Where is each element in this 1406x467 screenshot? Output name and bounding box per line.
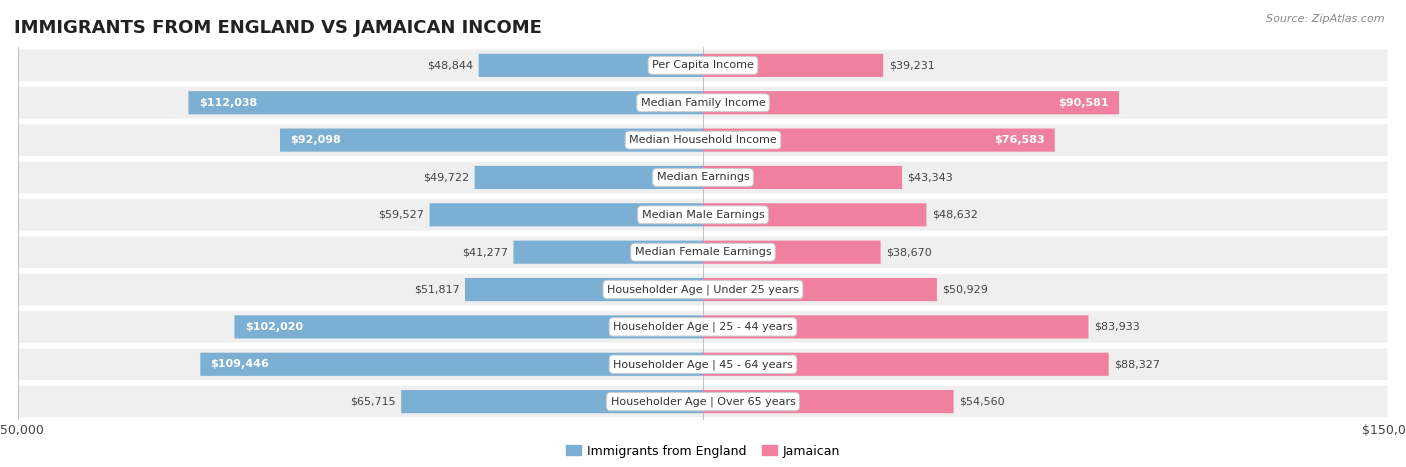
- FancyBboxPatch shape: [17, 235, 1389, 269]
- Text: $59,527: $59,527: [378, 210, 425, 220]
- Text: Median Household Income: Median Household Income: [628, 135, 778, 145]
- FancyBboxPatch shape: [188, 91, 703, 114]
- Text: $48,632: $48,632: [932, 210, 977, 220]
- Text: $90,581: $90,581: [1059, 98, 1109, 108]
- Text: $109,446: $109,446: [211, 359, 270, 369]
- Text: IMMIGRANTS FROM ENGLAND VS JAMAICAN INCOME: IMMIGRANTS FROM ENGLAND VS JAMAICAN INCO…: [14, 19, 541, 37]
- FancyBboxPatch shape: [17, 273, 1389, 306]
- FancyBboxPatch shape: [17, 198, 1389, 232]
- Text: $51,817: $51,817: [413, 284, 460, 295]
- Text: $39,231: $39,231: [889, 60, 935, 71]
- FancyBboxPatch shape: [17, 161, 1389, 194]
- FancyBboxPatch shape: [430, 203, 703, 226]
- FancyBboxPatch shape: [703, 54, 883, 77]
- FancyBboxPatch shape: [703, 315, 1088, 339]
- Text: Householder Age | Under 25 years: Householder Age | Under 25 years: [607, 284, 799, 295]
- Text: Median Female Earnings: Median Female Earnings: [634, 247, 772, 257]
- Text: $88,327: $88,327: [1114, 359, 1160, 369]
- Text: $50,929: $50,929: [942, 284, 988, 295]
- Text: $38,670: $38,670: [886, 247, 932, 257]
- FancyBboxPatch shape: [703, 241, 880, 264]
- Text: $48,844: $48,844: [427, 60, 474, 71]
- FancyBboxPatch shape: [17, 49, 1389, 82]
- FancyBboxPatch shape: [17, 123, 1389, 157]
- Text: $65,715: $65,715: [350, 396, 395, 407]
- Text: $76,583: $76,583: [994, 135, 1045, 145]
- Text: $49,722: $49,722: [423, 172, 470, 183]
- Legend: Immigrants from England, Jamaican: Immigrants from England, Jamaican: [561, 439, 845, 463]
- Text: $83,933: $83,933: [1094, 322, 1140, 332]
- FancyBboxPatch shape: [703, 278, 936, 301]
- FancyBboxPatch shape: [475, 166, 703, 189]
- Text: $41,277: $41,277: [463, 247, 508, 257]
- FancyBboxPatch shape: [235, 315, 703, 339]
- FancyBboxPatch shape: [17, 86, 1389, 120]
- FancyBboxPatch shape: [17, 347, 1389, 381]
- Text: Householder Age | Over 65 years: Householder Age | Over 65 years: [610, 396, 796, 407]
- Text: Source: ZipAtlas.com: Source: ZipAtlas.com: [1267, 14, 1385, 24]
- Text: Householder Age | 45 - 64 years: Householder Age | 45 - 64 years: [613, 359, 793, 369]
- FancyBboxPatch shape: [280, 128, 703, 152]
- FancyBboxPatch shape: [401, 390, 703, 413]
- FancyBboxPatch shape: [703, 128, 1054, 152]
- Text: Median Male Earnings: Median Male Earnings: [641, 210, 765, 220]
- FancyBboxPatch shape: [703, 203, 927, 226]
- FancyBboxPatch shape: [703, 390, 953, 413]
- FancyBboxPatch shape: [513, 241, 703, 264]
- FancyBboxPatch shape: [200, 353, 703, 376]
- Text: Householder Age | 25 - 44 years: Householder Age | 25 - 44 years: [613, 322, 793, 332]
- FancyBboxPatch shape: [17, 310, 1389, 344]
- Text: $102,020: $102,020: [245, 322, 302, 332]
- FancyBboxPatch shape: [703, 353, 1109, 376]
- Text: $112,038: $112,038: [198, 98, 257, 108]
- Text: Per Capita Income: Per Capita Income: [652, 60, 754, 71]
- Text: Median Earnings: Median Earnings: [657, 172, 749, 183]
- Text: $54,560: $54,560: [959, 396, 1005, 407]
- Text: $43,343: $43,343: [908, 172, 953, 183]
- FancyBboxPatch shape: [703, 166, 903, 189]
- FancyBboxPatch shape: [478, 54, 703, 77]
- Text: Median Family Income: Median Family Income: [641, 98, 765, 108]
- FancyBboxPatch shape: [17, 385, 1389, 418]
- FancyBboxPatch shape: [465, 278, 703, 301]
- FancyBboxPatch shape: [703, 91, 1119, 114]
- Text: $92,098: $92,098: [290, 135, 342, 145]
